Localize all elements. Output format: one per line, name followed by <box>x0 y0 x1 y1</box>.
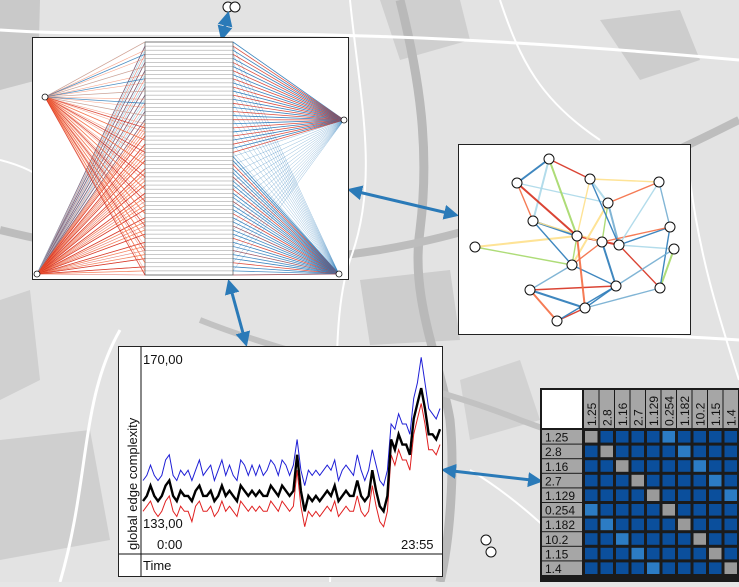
matrix-row-label: 2.7 <box>545 474 562 488</box>
y-max-label: 170,00 <box>143 352 183 367</box>
matrix-col-label: 1.129 <box>647 396 661 426</box>
matrix-row-label: 1.4 <box>545 562 562 576</box>
network-graph <box>459 145 690 334</box>
matrix-row-label: 1.182 <box>545 518 575 532</box>
network-graph-panel[interactable] <box>458 144 691 335</box>
matrix-row-label: 10.2 <box>545 533 569 547</box>
matrix-col-label: 1.16 <box>616 402 630 426</box>
timeseries-chart: global edge complexity 170,00 133,00 0:0… <box>119 347 442 576</box>
matrix-col-label: 0.254 <box>662 396 676 426</box>
series-line-2 <box>143 404 440 527</box>
matrix-row-label: 2.8 <box>545 445 562 459</box>
matrix-row-label: 1.15 <box>545 547 569 561</box>
matrix-col-label: 2.7 <box>631 409 645 426</box>
series-lines <box>143 357 440 526</box>
matrix-row-label: 0.254 <box>545 504 575 518</box>
matrix-col-label: 1.15 <box>709 402 723 426</box>
x-start-label: 0:00 <box>157 537 182 552</box>
series-line-0 <box>143 388 440 511</box>
matrix-row-label: 1.16 <box>545 460 569 474</box>
series-line-1 <box>143 357 440 485</box>
bipartite-edge-panel[interactable] <box>32 37 349 280</box>
bipartite-edge-plot <box>33 38 348 279</box>
matrix-row-label: 1.129 <box>545 489 575 503</box>
matrix-row-label: 1.25 <box>545 431 569 445</box>
timeseries-panel[interactable]: global edge complexity 170,00 133,00 0:0… <box>118 346 443 577</box>
matrix-col-label: 10.2 <box>693 402 707 426</box>
x-end-label: 23:55 <box>401 537 434 552</box>
matrix-col-label: 1.4 <box>724 409 738 426</box>
matrix-col-label: 1.25 <box>585 402 599 426</box>
y-axis-label: global edge complexity <box>125 417 140 550</box>
matrix-col-label: 2.8 <box>600 409 614 426</box>
time-footer-label: Time <box>143 558 171 573</box>
matrix-col-label: 1.182 <box>678 396 692 426</box>
adjacency-matrix: 1.251.252.82.81.161.162.72.71.1291.1290.… <box>540 388 739 582</box>
y-min-label: 133,00 <box>143 516 183 531</box>
